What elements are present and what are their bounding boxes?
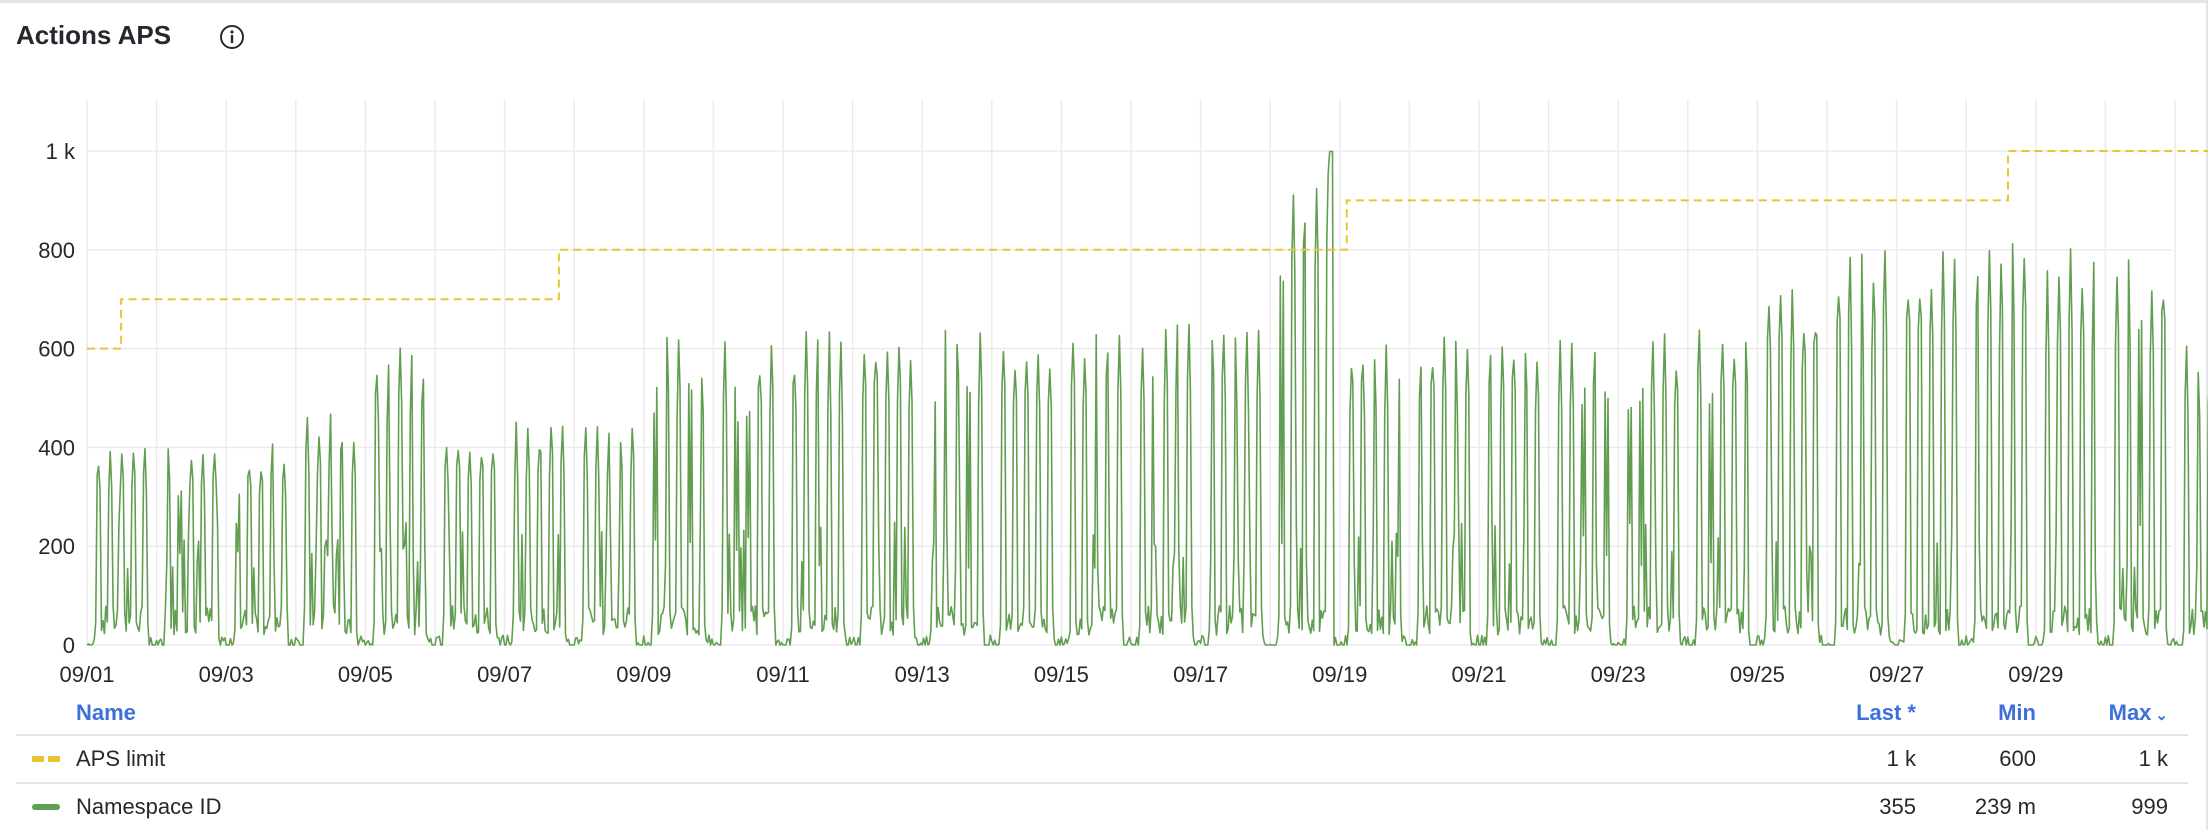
x-tick-label: 09/23 xyxy=(1591,662,1646,687)
legend-series-name: APS limit xyxy=(76,746,166,771)
time-series-chart[interactable]: 0 200 400 600 800 1 k 09/01 09/03 09/05 09/07 09/0… xyxy=(0,0,2208,690)
legend-header-name[interactable]: Name xyxy=(76,700,136,725)
y-tick-label: 800 xyxy=(38,238,75,263)
y-tick-label: 400 xyxy=(38,435,75,460)
y-tick-label: 1 k xyxy=(46,139,76,164)
x-tick-label: 09/11 xyxy=(756,662,809,687)
legend-header: Name Last * Min Max ⌄ xyxy=(16,690,2188,736)
legend-last-value: 355 xyxy=(1879,794,1916,819)
x-tick-label: 09/07 xyxy=(477,662,532,687)
namespace-id-series-line xyxy=(86,150,2208,646)
legend-series-name: Namespace ID xyxy=(76,794,222,819)
solid-line-swatch-icon xyxy=(32,804,60,810)
legend-header-min[interactable]: Min xyxy=(1998,700,2036,725)
aps-limit-series-line xyxy=(87,150,2208,350)
legend-min-value: 600 xyxy=(1999,746,2036,771)
legend-header-max[interactable]: Max ⌄ xyxy=(2109,700,2168,726)
x-tick-label: 09/13 xyxy=(895,662,950,687)
y-tick-label: 200 xyxy=(38,534,75,559)
x-tick-label: 09/21 xyxy=(1451,662,1506,687)
panel-top-border xyxy=(0,0,2208,3)
x-tick-label: 09/27 xyxy=(1869,662,1924,687)
legend-header-max-label: Max xyxy=(2108,700,2152,725)
x-tick-label: 09/05 xyxy=(338,662,393,687)
x-tick-label: 09/25 xyxy=(1730,662,1785,687)
chevron-down-icon: ⌄ xyxy=(2155,707,2168,724)
legend-header-last[interactable]: Last * xyxy=(1856,700,1916,725)
x-tick-label: 09/01 xyxy=(59,662,114,687)
legend-max-value: 999 xyxy=(2131,794,2168,819)
x-tick-label: 09/29 xyxy=(2008,662,2063,687)
legend-last-value: 1 k xyxy=(1886,746,1916,771)
legend-max-value: 1 k xyxy=(2138,746,2168,771)
legend-row-aps-limit[interactable]: APS limit 1 k 600 1 k xyxy=(16,736,2188,784)
legend-table: Name Last * Min Max ⌄ APS limit 1 k 600 1… xyxy=(16,690,2188,830)
x-tick-label: 09/09 xyxy=(616,662,671,687)
info-circle-icon[interactable] xyxy=(218,23,246,51)
x-tick-label: 09/17 xyxy=(1173,662,1228,687)
y-tick-label: 0 xyxy=(63,633,75,658)
panel-right-border xyxy=(2206,0,2208,830)
legend-min-value: 239 m xyxy=(1974,794,2036,819)
y-tick-label: 600 xyxy=(38,337,75,362)
dashed-line-swatch-icon xyxy=(32,756,60,762)
x-tick-label: 09/19 xyxy=(1312,662,1367,687)
panel-title: Actions APS xyxy=(16,20,172,50)
legend-row-namespace-id[interactable]: Namespace ID 355 239 m 999 xyxy=(16,784,2188,830)
x-tick-label: 09/03 xyxy=(199,662,254,687)
x-tick-label: 09/15 xyxy=(1034,662,1089,687)
